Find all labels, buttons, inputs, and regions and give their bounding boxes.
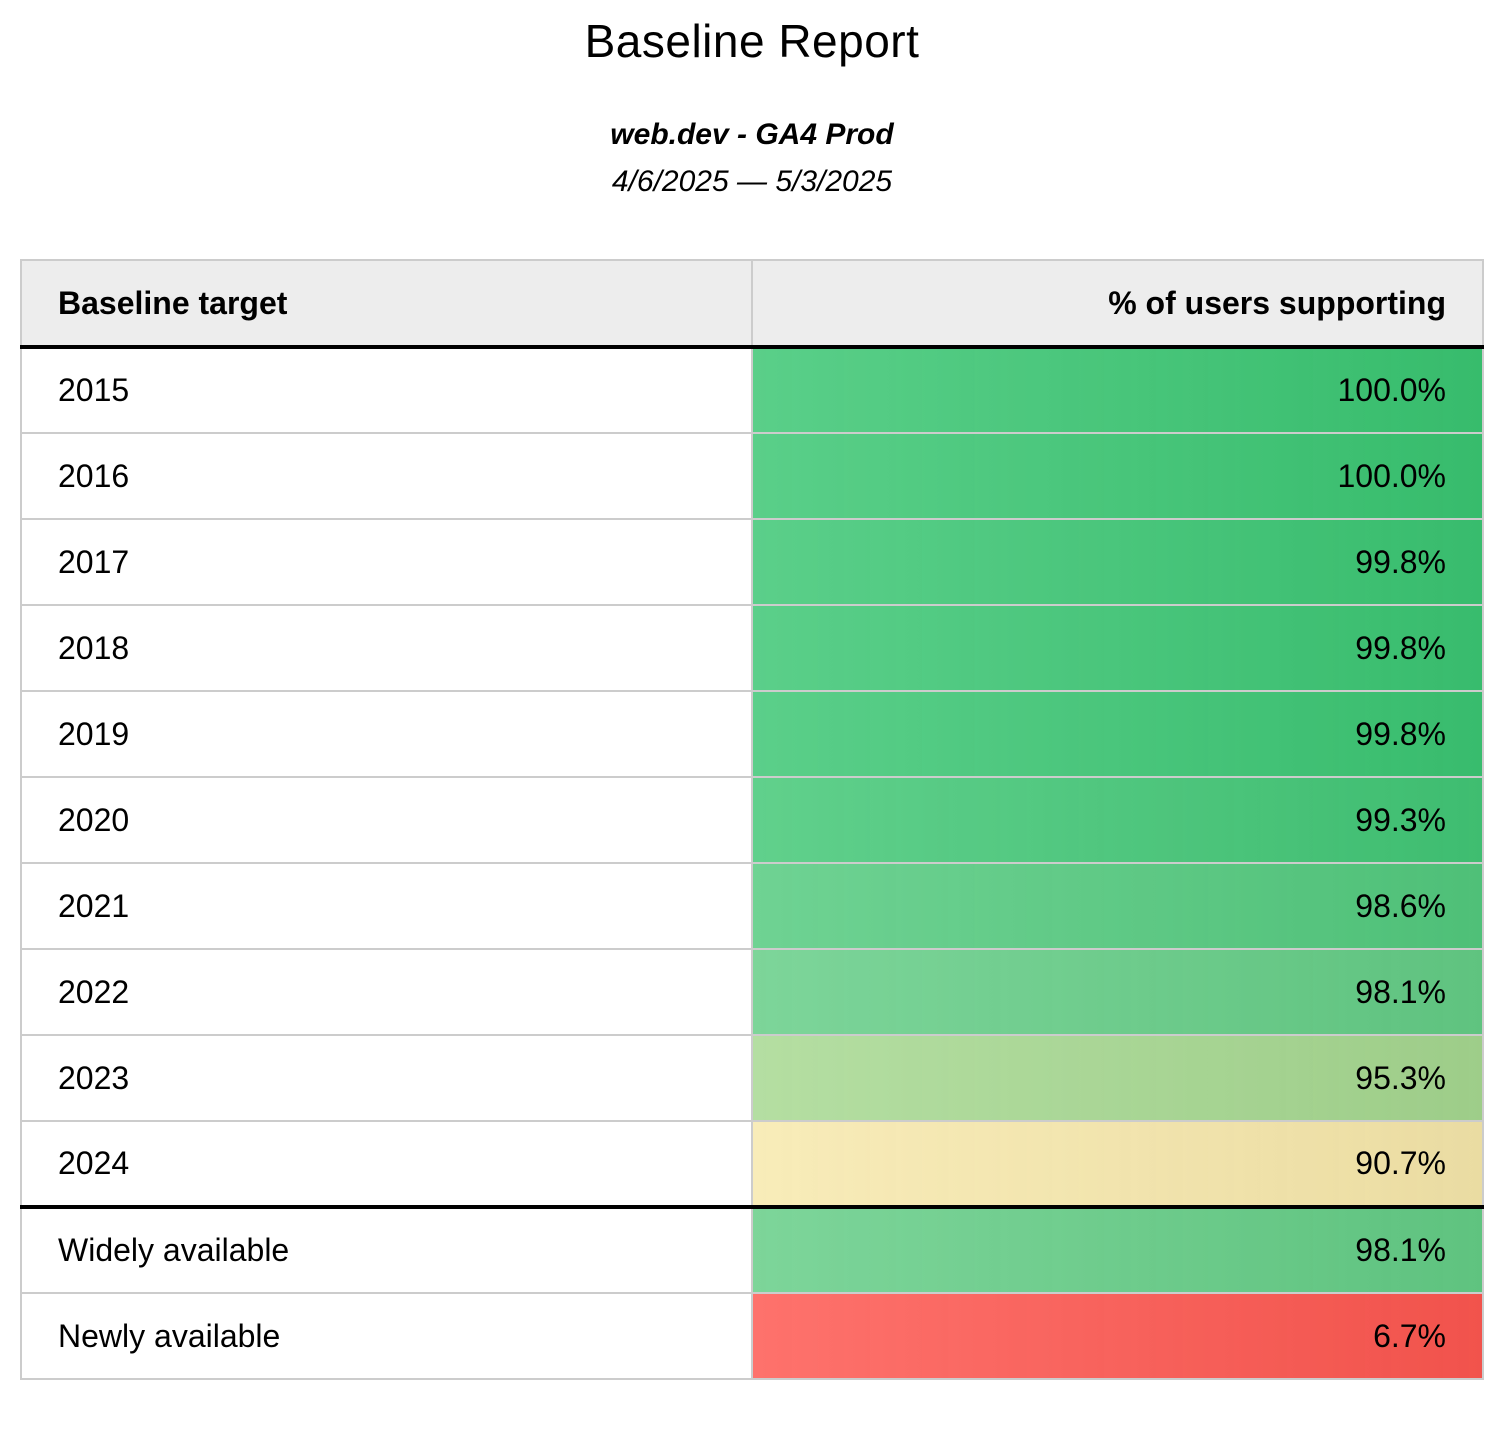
baseline-target-cell: 2018: [20, 604, 753, 692]
support-percentage-cell: 100.0%: [751, 432, 1484, 520]
support-percentage-cell: 98.1%: [751, 1206, 1484, 1294]
support-percentage-cell: 95.3%: [751, 1034, 1484, 1122]
baseline-target-cell: Widely available: [20, 1206, 753, 1294]
col-header-baseline-target: Baseline target: [20, 259, 753, 349]
support-percentage-cell: 99.8%: [751, 604, 1484, 692]
table-row: 2024 90.7%: [20, 1120, 1484, 1209]
support-percentage-cell: 90.7%: [751, 1120, 1484, 1209]
table-row: 2021 98.6%: [20, 862, 1484, 950]
baseline-target-cell: 2016: [20, 432, 753, 520]
table-row: 2015 100.0%: [20, 346, 1484, 434]
support-percentage-cell: 100.0%: [751, 346, 1484, 434]
baseline-table: Baseline target % of users supporting 20…: [20, 259, 1484, 1380]
table-header-row: Baseline target % of users supporting: [20, 259, 1484, 349]
baseline-target-cell: 2022: [20, 948, 753, 1036]
baseline-target-cell: 2015: [20, 346, 753, 434]
table-row: 2017 99.8%: [20, 518, 1484, 606]
page-title: Baseline Report: [584, 15, 920, 67]
table-row: 2019 99.8%: [20, 690, 1484, 778]
baseline-target-cell: 2017: [20, 518, 753, 606]
table-row: 2020 99.3%: [20, 776, 1484, 864]
support-percentage-cell: 98.6%: [751, 862, 1484, 950]
baseline-table-container: Baseline target % of users supporting 20…: [0, 259, 1504, 1380]
table-row: 2023 95.3%: [20, 1034, 1484, 1122]
table-row: 2018 99.8%: [20, 604, 1484, 692]
baseline-target-cell: 2019: [20, 690, 753, 778]
report-subtitle: web.dev - GA4 Prod: [610, 118, 894, 151]
report-header: Baseline Report web.dev - GA4 Prod 4/6/2…: [0, 14, 1504, 199]
col-header-users-supporting: % of users supporting: [751, 259, 1484, 349]
baseline-target-cell: 2021: [20, 862, 753, 950]
report-date-range: 4/6/2025 — 5/3/2025: [611, 165, 893, 198]
table-row: Widely available 98.1%: [20, 1206, 1484, 1294]
baseline-target-cell: 2023: [20, 1034, 753, 1122]
baseline-target-cell: 2024: [20, 1120, 753, 1209]
baseline-target-cell: 2020: [20, 776, 753, 864]
support-percentage-cell: 6.7%: [751, 1292, 1484, 1380]
baseline-table-body: 2015 100.0% 2016 100.0% 2017 99.8% 2018 99.8% 20…: [20, 346, 1484, 1380]
support-percentage-cell: 99.8%: [751, 518, 1484, 606]
baseline-target-cell: Newly available: [20, 1292, 753, 1380]
support-percentage-cell: 99.3%: [751, 776, 1484, 864]
support-percentage-cell: 99.8%: [751, 690, 1484, 778]
table-row: 2022 98.1%: [20, 948, 1484, 1036]
table-row: 2016 100.0%: [20, 432, 1484, 520]
support-percentage-cell: 98.1%: [751, 948, 1484, 1036]
table-row: Newly available 6.7%: [20, 1292, 1484, 1380]
